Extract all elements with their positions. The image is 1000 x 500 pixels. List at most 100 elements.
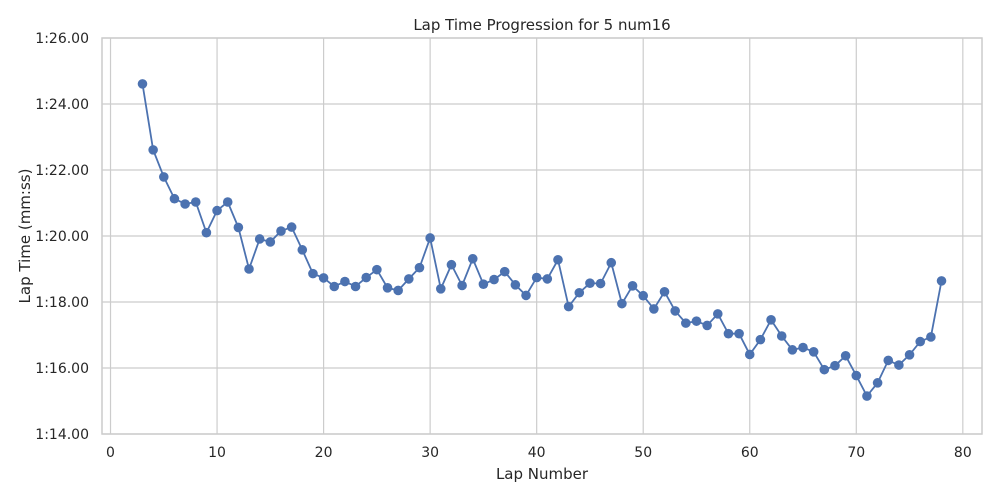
x-tick-label: 20 (315, 445, 333, 461)
data-point (798, 342, 808, 353)
data-point (840, 350, 851, 361)
data-point (180, 199, 190, 209)
x-tick-label: 0 (106, 445, 115, 461)
x-tick-label: 10 (208, 445, 226, 461)
data-point (404, 274, 414, 284)
data-point (265, 237, 276, 247)
data-point (393, 285, 403, 296)
data-point (467, 253, 478, 264)
data-point (329, 281, 340, 292)
data-point (478, 279, 489, 289)
data-point (446, 259, 457, 270)
data-point (606, 257, 617, 268)
data-point (297, 245, 308, 255)
data-point (542, 274, 553, 284)
data-point (222, 197, 233, 207)
data-point (681, 318, 691, 328)
y-tick-label: 1:14.00 (35, 427, 89, 443)
data-point (286, 222, 297, 232)
data-point (936, 276, 947, 286)
plot-frame (101, 37, 983, 435)
series-lap-times (137, 79, 947, 401)
x-tick-label: 60 (741, 445, 759, 461)
data-point (627, 281, 638, 291)
data-point (617, 298, 627, 309)
y-tick-label: 1:18.00 (35, 295, 89, 311)
data-point (340, 276, 350, 287)
x-tick-label: 50 (634, 445, 652, 461)
data-point (776, 331, 787, 341)
data-point (915, 336, 926, 347)
data-point (670, 306, 680, 316)
data-point (894, 360, 904, 370)
x-tick-label: 70 (847, 445, 865, 461)
data-point (723, 328, 734, 339)
data-point (457, 280, 467, 291)
data-point (744, 349, 755, 360)
data-point (649, 304, 659, 314)
data-point (851, 370, 862, 381)
data-point (318, 273, 329, 283)
data-point (276, 226, 286, 236)
data-point (531, 272, 542, 283)
data-point (712, 309, 723, 319)
data-point (691, 316, 702, 326)
x-axis-label: Lap Number (496, 465, 589, 483)
data-point (787, 345, 798, 355)
data-point (425, 233, 435, 243)
y-axis-label: Lap Time (mm:ss) (16, 169, 34, 304)
data-point (830, 360, 840, 371)
data-point (254, 234, 265, 244)
data-point (819, 364, 830, 375)
data-point (212, 205, 222, 216)
data-point (862, 391, 872, 401)
data-point (808, 347, 819, 357)
data-point (350, 281, 361, 292)
data-point (702, 320, 712, 331)
data-point (872, 378, 883, 388)
data-point (521, 290, 531, 301)
data-point (435, 284, 446, 294)
data-point (190, 197, 201, 207)
data-point (372, 264, 382, 275)
chart-title: Lap Time Progression for 5 num16 (413, 16, 670, 34)
data-point (585, 278, 595, 288)
data-point (595, 278, 606, 289)
series-line (141, 83, 943, 398)
x-tick-label: 80 (954, 445, 972, 461)
data-point (734, 328, 744, 339)
data-point (638, 290, 649, 301)
data-point (510, 280, 521, 290)
data-point (659, 286, 670, 297)
data-point (158, 172, 169, 182)
data-point (137, 79, 148, 89)
y-tick-label: 1:20.00 (35, 229, 89, 245)
grid-lines (102, 37, 982, 435)
data-point (883, 355, 894, 366)
data-point (361, 272, 372, 283)
data-point (904, 350, 915, 360)
data-point (244, 264, 254, 274)
x-tick-labels: 0 10 20 30 40 50 60 70 80 (106, 445, 972, 461)
data-point (233, 222, 244, 233)
data-point (148, 145, 158, 155)
data-point (382, 283, 393, 293)
data-point (574, 287, 585, 298)
y-tick-label: 1:22.00 (35, 163, 89, 179)
data-point (414, 262, 425, 273)
data-point (553, 254, 563, 265)
y-tick-label: 1:16.00 (35, 361, 89, 377)
data-point (489, 274, 499, 285)
data-point (755, 334, 766, 345)
y-tick-label: 1:26.00 (35, 31, 89, 47)
data-point (499, 266, 510, 277)
data-point (308, 268, 318, 279)
y-tick-label: 1:24.00 (35, 97, 89, 113)
data-point (169, 193, 180, 204)
x-tick-label: 40 (528, 445, 546, 461)
data-point (563, 301, 574, 312)
x-tick-label: 30 (421, 445, 439, 461)
data-point (766, 315, 776, 325)
y-tick-labels: 1:14.00 1:16.00 1:18.00 1:20.00 1:22.00 1:24.… (35, 31, 89, 443)
